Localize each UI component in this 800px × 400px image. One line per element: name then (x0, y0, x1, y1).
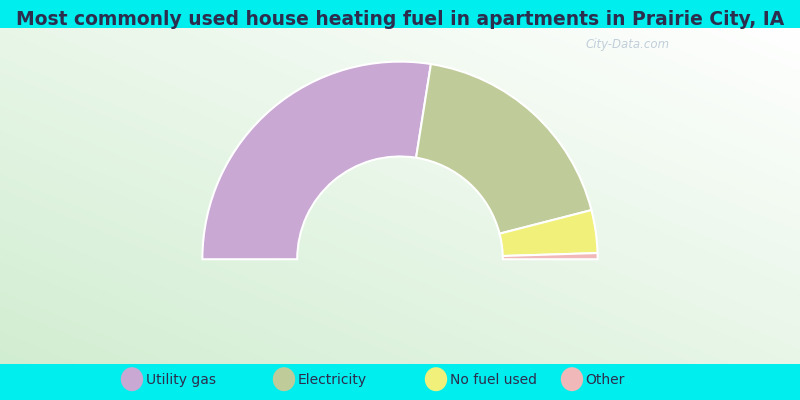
Text: Utility gas: Utility gas (146, 373, 216, 387)
Ellipse shape (121, 367, 143, 391)
Wedge shape (416, 64, 591, 234)
Text: Other: Other (586, 373, 625, 387)
Ellipse shape (273, 367, 295, 391)
Text: No fuel used: No fuel used (450, 373, 537, 387)
Ellipse shape (561, 367, 583, 391)
Wedge shape (202, 62, 431, 259)
Text: City-Data.com: City-Data.com (586, 38, 670, 51)
Wedge shape (502, 253, 598, 259)
Wedge shape (499, 210, 598, 256)
Text: Electricity: Electricity (298, 373, 366, 387)
Text: Most commonly used house heating fuel in apartments in Prairie City, IA: Most commonly used house heating fuel in… (16, 10, 784, 29)
Ellipse shape (425, 367, 447, 391)
